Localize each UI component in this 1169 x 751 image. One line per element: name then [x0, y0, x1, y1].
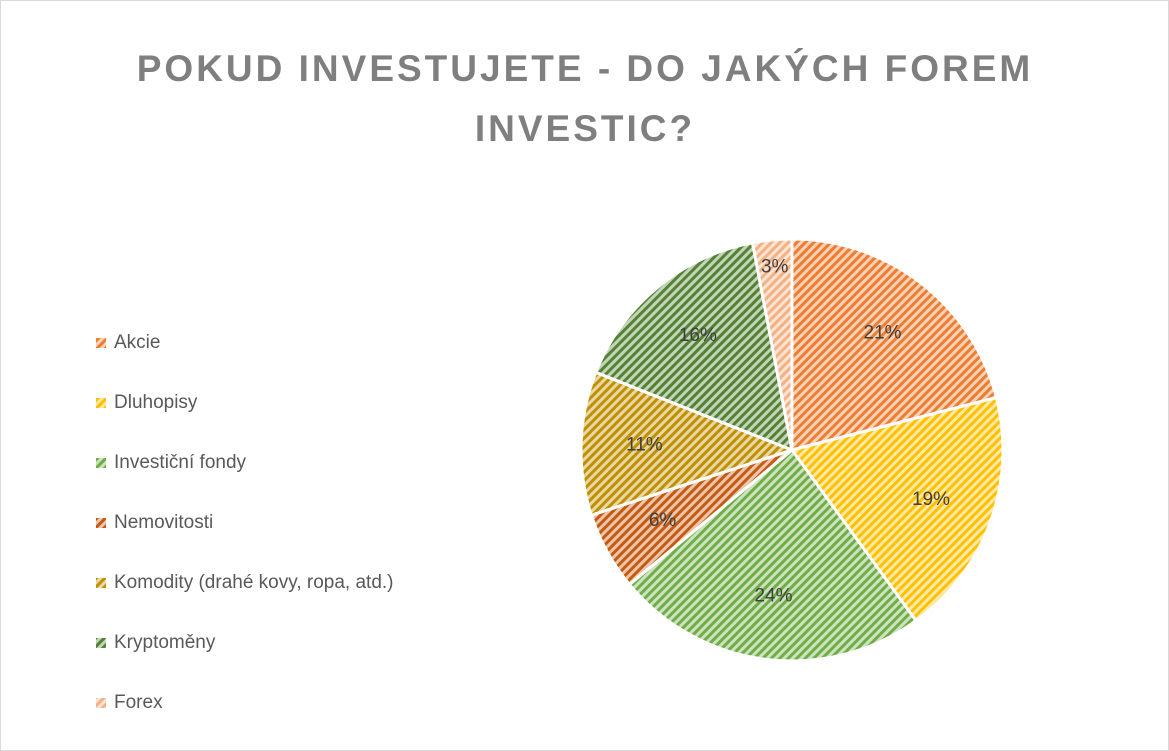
- legend-label: Forex: [114, 692, 163, 713]
- data-label: 19%: [912, 489, 950, 510]
- data-label: 24%: [754, 586, 792, 607]
- legend-swatch: [96, 578, 106, 588]
- pie-slice: [789, 395, 1005, 623]
- pie-slice: [593, 240, 794, 453]
- legend-swatch: [96, 338, 106, 348]
- legend-label: Komodity (drahé kovy, ropa, atd.): [114, 572, 394, 593]
- legend-swatch: [96, 698, 106, 708]
- data-label: 21%: [864, 322, 902, 343]
- data-label: 16%: [679, 325, 717, 346]
- pie-slice: [579, 370, 797, 518]
- legend-swatch: [96, 398, 106, 408]
- pie-slice: [627, 447, 919, 663]
- pie-slice: [750, 237, 794, 451]
- data-label: 3%: [761, 256, 789, 277]
- legend-label: Investiční fondy: [114, 452, 247, 473]
- legend-swatch: [96, 518, 106, 528]
- chart-title: POKUD INVESTUJETE - DO JAKÝCH FOREM INVE…: [136, 48, 1034, 149]
- legend-label: Akcie: [114, 332, 160, 353]
- legend-label: Nemovitosti: [114, 512, 213, 533]
- legend-swatch: [96, 458, 106, 468]
- legend-swatch: [96, 638, 106, 648]
- legend-label: Dluhopisy: [114, 392, 198, 413]
- legend-label: Kryptoměny: [114, 632, 216, 653]
- data-label: 11%: [626, 434, 663, 455]
- pie-slice: [790, 237, 999, 452]
- data-label: 6%: [649, 510, 677, 531]
